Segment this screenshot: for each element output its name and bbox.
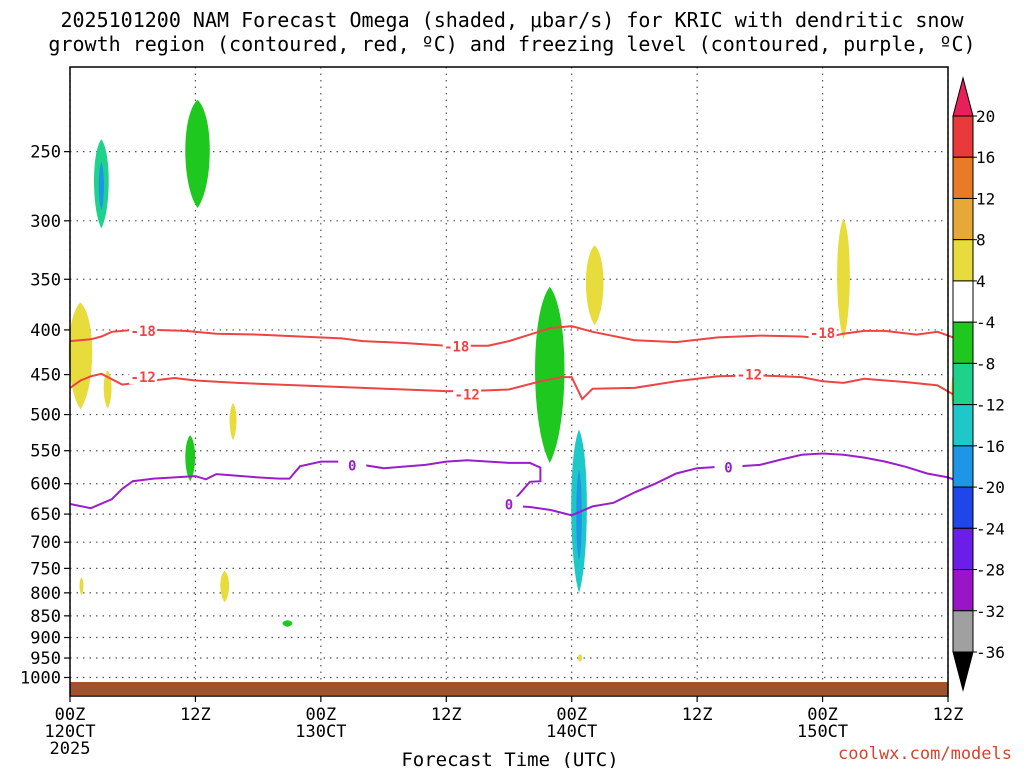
contour-label-bg — [442, 338, 471, 354]
omega-shaded-region — [103, 370, 112, 409]
y-tick-label: 250 — [30, 143, 61, 163]
colorbar-top-arrow — [952, 76, 974, 117]
contour-label-bg — [808, 324, 837, 340]
x-tick-label: 00Z — [305, 705, 336, 725]
y-tick-label: 500 — [30, 406, 61, 426]
y-tick-label: 350 — [30, 270, 61, 290]
colorbar-swatch — [952, 445, 974, 488]
omega-shaded-region — [229, 403, 237, 441]
colorbar-label: -28 — [976, 561, 1005, 580]
x-tick-label: 12Z — [431, 705, 462, 725]
colorbar-label: 16 — [976, 148, 995, 167]
x-tick-label: 2025 — [50, 739, 91, 759]
y-tick-label: 700 — [30, 533, 61, 553]
colorbar-swatch — [952, 280, 974, 323]
chart-title: 2025101200 NAM Forecast Omega (shaded, μ… — [0, 8, 1024, 56]
contour-line — [69, 325, 970, 348]
x-tick-label: 130CT — [295, 722, 346, 742]
contour-label: 0 — [724, 461, 732, 477]
colorbar-bottom-arrow — [952, 651, 974, 692]
contour-label-bg — [714, 459, 743, 475]
colorbar-label: -36 — [976, 643, 1005, 662]
y-tick-label: 750 — [30, 559, 61, 579]
y-tick-label: 450 — [30, 366, 61, 386]
contour-line — [69, 452, 970, 517]
colorbar-swatch — [952, 362, 974, 406]
site-watermark: coolwx.com/models — [838, 744, 1012, 764]
colorbar-label: -12 — [976, 396, 1005, 415]
y-tick-label: 1000 — [20, 668, 61, 688]
colorbar-label: -24 — [976, 519, 1005, 538]
y-tick-label: 950 — [30, 649, 61, 669]
colorbar-label: 8 — [976, 231, 986, 250]
y-tick-label: 600 — [30, 475, 61, 495]
colorbar-swatch — [952, 569, 974, 612]
x-tick-label: 00Z — [556, 705, 587, 725]
contour-label-bg — [129, 322, 158, 338]
contour-label: 0 — [505, 498, 513, 514]
colorbar-label: 20 — [976, 107, 995, 126]
terrain-band — [70, 682, 948, 695]
colorbar-swatch — [952, 321, 974, 364]
x-tick-label: 00Z — [807, 705, 838, 725]
colorbar-swatch — [952, 156, 974, 199]
contour-label: -18 — [810, 326, 835, 342]
y-tick-label: 900 — [30, 629, 61, 649]
omega-core-region — [98, 161, 105, 211]
colorbar-label: -32 — [976, 602, 1005, 621]
y-tick-label: 550 — [30, 442, 61, 462]
x-tick-label: 12Z — [180, 705, 211, 725]
omega-shaded-region — [220, 570, 230, 603]
contour-label: -12 — [737, 368, 762, 384]
omega-shaded-region — [282, 620, 293, 627]
contour-label-bg — [453, 386, 482, 402]
omega-shaded-region — [68, 302, 93, 410]
x-tick-label: 140CT — [546, 722, 597, 742]
colorbar-swatch — [952, 197, 974, 241]
contour-label: -18 — [131, 324, 156, 340]
y-tick-label: 400 — [30, 321, 61, 341]
colorbar-label: -8 — [976, 354, 995, 373]
colorbar-swatch — [952, 486, 974, 529]
colorbar-label: -16 — [976, 437, 1005, 456]
omega-shaded-region — [585, 245, 604, 326]
y-tick-label: 850 — [30, 607, 61, 627]
omega-shaded-region — [79, 577, 84, 596]
x-tick-label: 120CT — [44, 722, 95, 742]
colorbar-label: 12 — [976, 189, 995, 208]
contour-label: -18 — [444, 340, 469, 356]
x-tick-label: 12Z — [682, 705, 713, 725]
omega-core-region — [576, 470, 582, 561]
colorbar-swatch — [952, 404, 974, 447]
x-tick-label: 150CT — [797, 722, 848, 742]
x-tick-label: 00Z — [55, 705, 86, 725]
contour-label: 0 — [348, 459, 356, 475]
plot-frame — [69, 66, 949, 697]
omega-shaded-region — [185, 435, 196, 482]
y-tick-label: 650 — [30, 505, 61, 525]
colorbar-swatch — [952, 527, 974, 571]
omega-shaded-region — [837, 218, 850, 340]
colorbar-swatch — [952, 610, 974, 653]
colorbar-label: -4 — [976, 313, 995, 332]
contour-label-bg — [338, 457, 367, 473]
colorbar-swatch — [952, 115, 974, 158]
contour-label: -12 — [131, 370, 156, 386]
title-line-1: 2025101200 NAM Forecast Omega (shaded, μ… — [60, 8, 964, 32]
contour-label-bg — [129, 369, 158, 385]
y-tick-label: 800 — [30, 584, 61, 604]
contour-label-bg — [495, 496, 523, 512]
omega-shaded-region — [578, 654, 583, 663]
colorbar-label: -20 — [976, 478, 1005, 497]
x-axis-label: Forecast Time (UTC) — [401, 749, 618, 768]
omega-shaded-region — [185, 99, 210, 208]
colorbar-swatch — [952, 239, 974, 282]
contour-label-bg — [735, 366, 764, 382]
x-tick-label: 12Z — [933, 705, 964, 725]
y-tick-label: 300 — [30, 212, 61, 232]
contour-label: -12 — [455, 387, 480, 403]
title-line-2: growth region (contoured, red, ºC) and f… — [48, 32, 976, 56]
colorbar-label: 4 — [976, 272, 986, 291]
